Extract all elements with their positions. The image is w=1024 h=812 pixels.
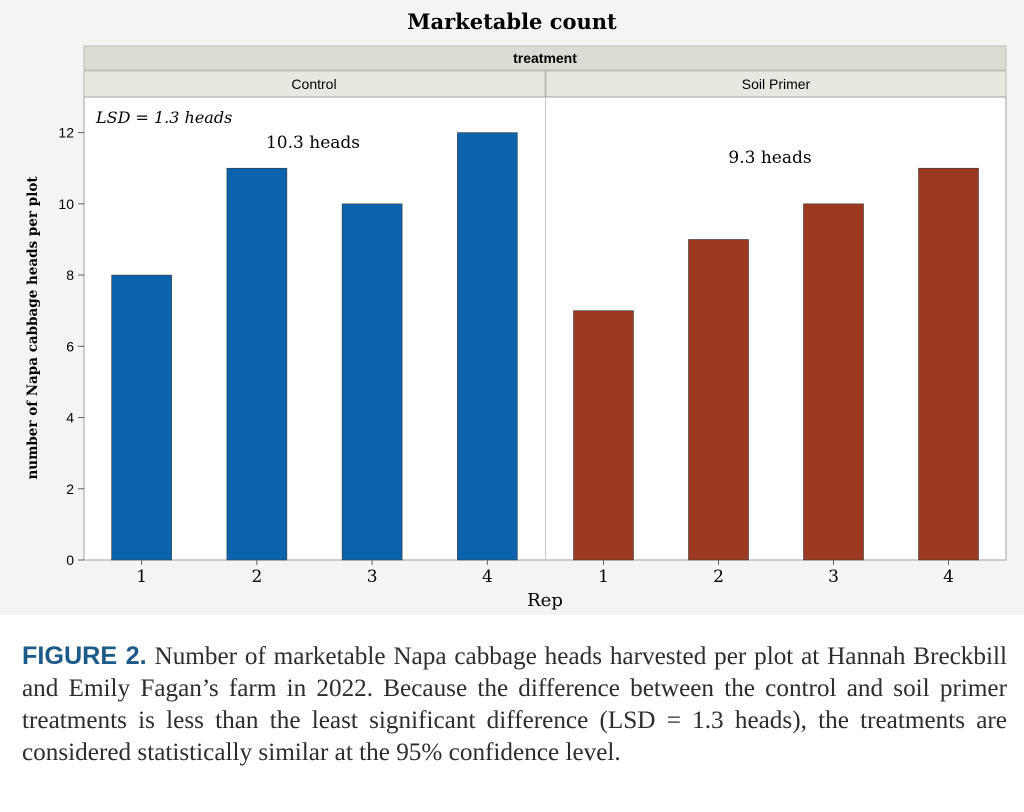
bars	[111, 132, 979, 561]
y-tick-label: 8	[66, 267, 74, 283]
bar-control-rep-3	[341, 203, 403, 561]
group-header-bg	[83, 45, 1007, 71]
panel-header-control-bg	[83, 70, 546, 98]
y-axis: 0 2 4 6 8 10 12	[58, 125, 84, 568]
bar-control-rep-2	[226, 167, 288, 561]
x-tick-label: 2	[713, 567, 724, 587]
figure-caption-label: FIGURE 2.	[22, 642, 147, 670]
panel-header-soil-primer-bg	[545, 70, 1007, 98]
x-axis-title: Rep	[527, 590, 563, 611]
y-tick-label: 4	[66, 410, 74, 426]
group-header-label: treatment	[513, 50, 577, 66]
y-axis-title: number of Napa cabbage heads per plot	[25, 176, 41, 480]
bar-soil-primer-rep-3	[803, 203, 864, 561]
bar-control-rep-1	[111, 274, 172, 561]
panel-header-soil-primer: Soil Primer	[742, 76, 811, 92]
bar-soil-primer-rep-4	[918, 167, 979, 561]
y-tick-label: 2	[66, 481, 74, 497]
x-axis: 1 2 3 4 1 2 3 4	[136, 560, 954, 587]
x-tick-label: 4	[482, 567, 493, 587]
x-tick-label: 3	[828, 567, 839, 587]
x-tick-label: 4	[943, 567, 954, 587]
x-tick-label: 1	[598, 567, 609, 587]
panel-header-control: Control	[291, 76, 336, 92]
x-tick-label: 2	[251, 567, 262, 587]
x-tick-label: 1	[136, 567, 147, 587]
y-tick-label: 0	[66, 552, 74, 568]
y-tick-label: 12	[58, 125, 74, 141]
bar-soil-primer-rep-1	[573, 310, 634, 561]
bar-control-rep-4	[457, 132, 518, 561]
lsd-annotation: LSD = 1.3 heads	[95, 108, 232, 127]
mean-label-soil-primer: 9.3 heads	[728, 148, 811, 168]
y-tick-label: 6	[66, 338, 74, 354]
y-tick-label: 10	[58, 196, 74, 212]
bar-soil-primer-rep-2	[688, 239, 749, 561]
chart-title: Marketable count	[407, 9, 617, 34]
figure-caption: FIGURE 2. Number of marketable Napa cabb…	[22, 640, 1007, 769]
figure-caption-text: Number of marketable Napa cabbage heads …	[22, 643, 1007, 766]
plot-area: Marketable count treatment Control Soil …	[0, 0, 1024, 615]
x-tick-label: 3	[367, 567, 378, 587]
bar-chart: Marketable count treatment Control Soil …	[25, 9, 1007, 611]
mean-label-control: 10.3 heads	[266, 133, 360, 153]
